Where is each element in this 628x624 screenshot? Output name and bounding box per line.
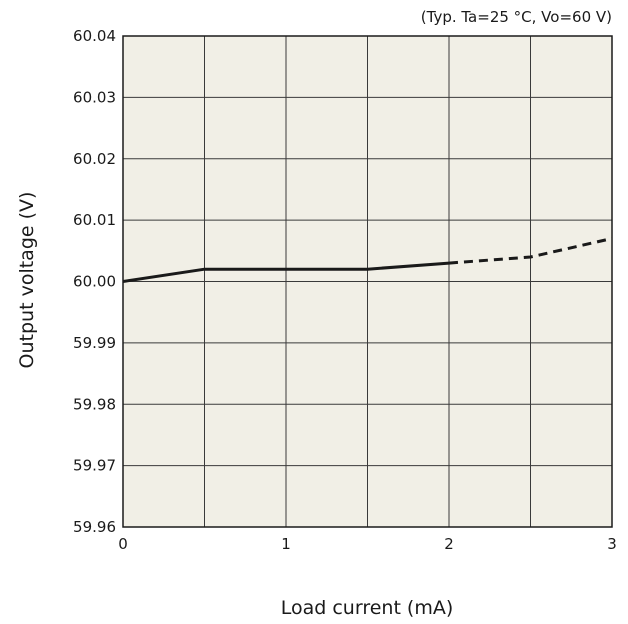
y-axis-label: Output voltage (V) xyxy=(16,192,38,369)
x-tick-label: 0 xyxy=(118,535,128,553)
x-axis-label: Load current (mA) xyxy=(281,597,454,619)
x-tick-label: 1 xyxy=(281,535,291,553)
x-tick-label: 2 xyxy=(444,535,454,553)
x-tick-labels: 0 1 2 3 xyxy=(118,535,617,553)
condition-note: (Typ. Ta=25 °C, Vo=60 V) xyxy=(421,8,612,26)
y-tick-label: 59.96 xyxy=(73,518,116,536)
y-tick-label: 60.02 xyxy=(73,150,116,168)
y-tick-label: 59.98 xyxy=(73,395,116,413)
y-tick-label: 60.03 xyxy=(73,88,116,106)
x-tick-label: 3 xyxy=(607,535,617,553)
y-tick-labels: 60.04 60.03 60.02 60.01 60.00 59.99 59.98 59.97… xyxy=(73,27,116,536)
y-tick-label: 60.00 xyxy=(73,273,116,291)
y-tick-label: 60.04 xyxy=(73,27,116,45)
y-tick-label: 60.01 xyxy=(73,211,116,229)
y-tick-label: 59.99 xyxy=(73,334,116,352)
y-tick-label: 59.97 xyxy=(73,457,116,475)
